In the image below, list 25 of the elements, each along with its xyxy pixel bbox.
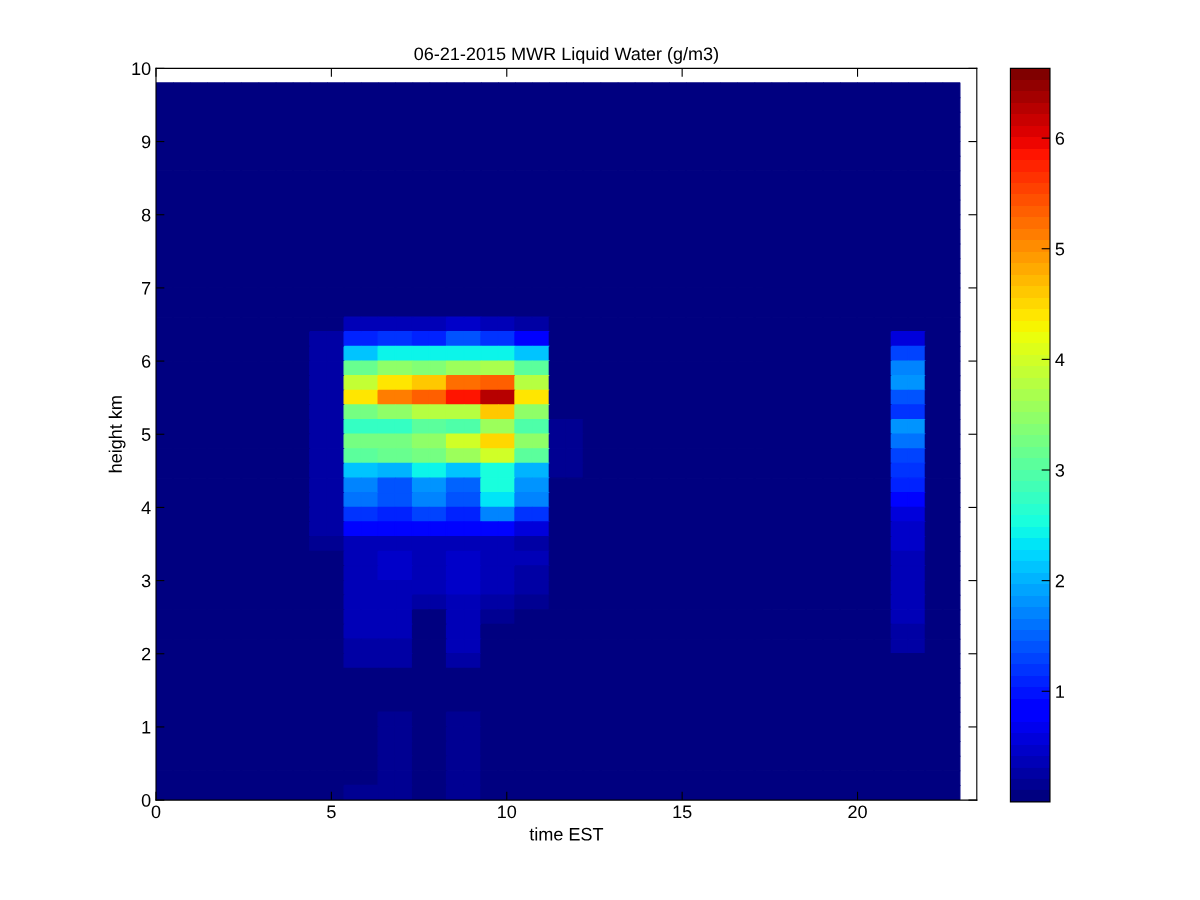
y-tick-label: 9 [141, 135, 151, 149]
chart-title: 06-21-2015 MWR Liquid Water (g/m3) [414, 46, 718, 64]
y-tick-label: 3 [141, 574, 151, 588]
color-bar-label: 4 [1055, 353, 1065, 366]
color-bar-label: 5 [1055, 242, 1065, 256]
x-tick-label: 15 [673, 805, 692, 819]
x-tick-label: 20 [848, 805, 867, 819]
y-tick-label: 5 [141, 428, 151, 441]
y-tick-label: 4 [141, 501, 151, 514]
color-bar-label: 1 [1056, 685, 1065, 698]
y-tick-label: 2 [142, 647, 151, 661]
x-tick-label: 10 [498, 805, 517, 819]
x-tick-label: 0 [151, 805, 161, 819]
x-tick-label: 5 [327, 805, 336, 819]
y-tick-label: 8 [141, 208, 151, 222]
y-tick-label: 6 [142, 355, 151, 368]
y-axis-title: height km [108, 396, 126, 473]
color-bar-label: 6 [1055, 132, 1065, 145]
y-tick-label: 0 [141, 794, 151, 807]
y-tick-label: 10 [132, 62, 151, 76]
color-bar-label: 2 [1055, 574, 1064, 588]
y-tick-label: 1 [142, 721, 151, 734]
x-axis-title: time EST [529, 827, 604, 841]
color-bar-label: 3 [1055, 463, 1065, 477]
y-tick-label: 7 [142, 282, 151, 295]
